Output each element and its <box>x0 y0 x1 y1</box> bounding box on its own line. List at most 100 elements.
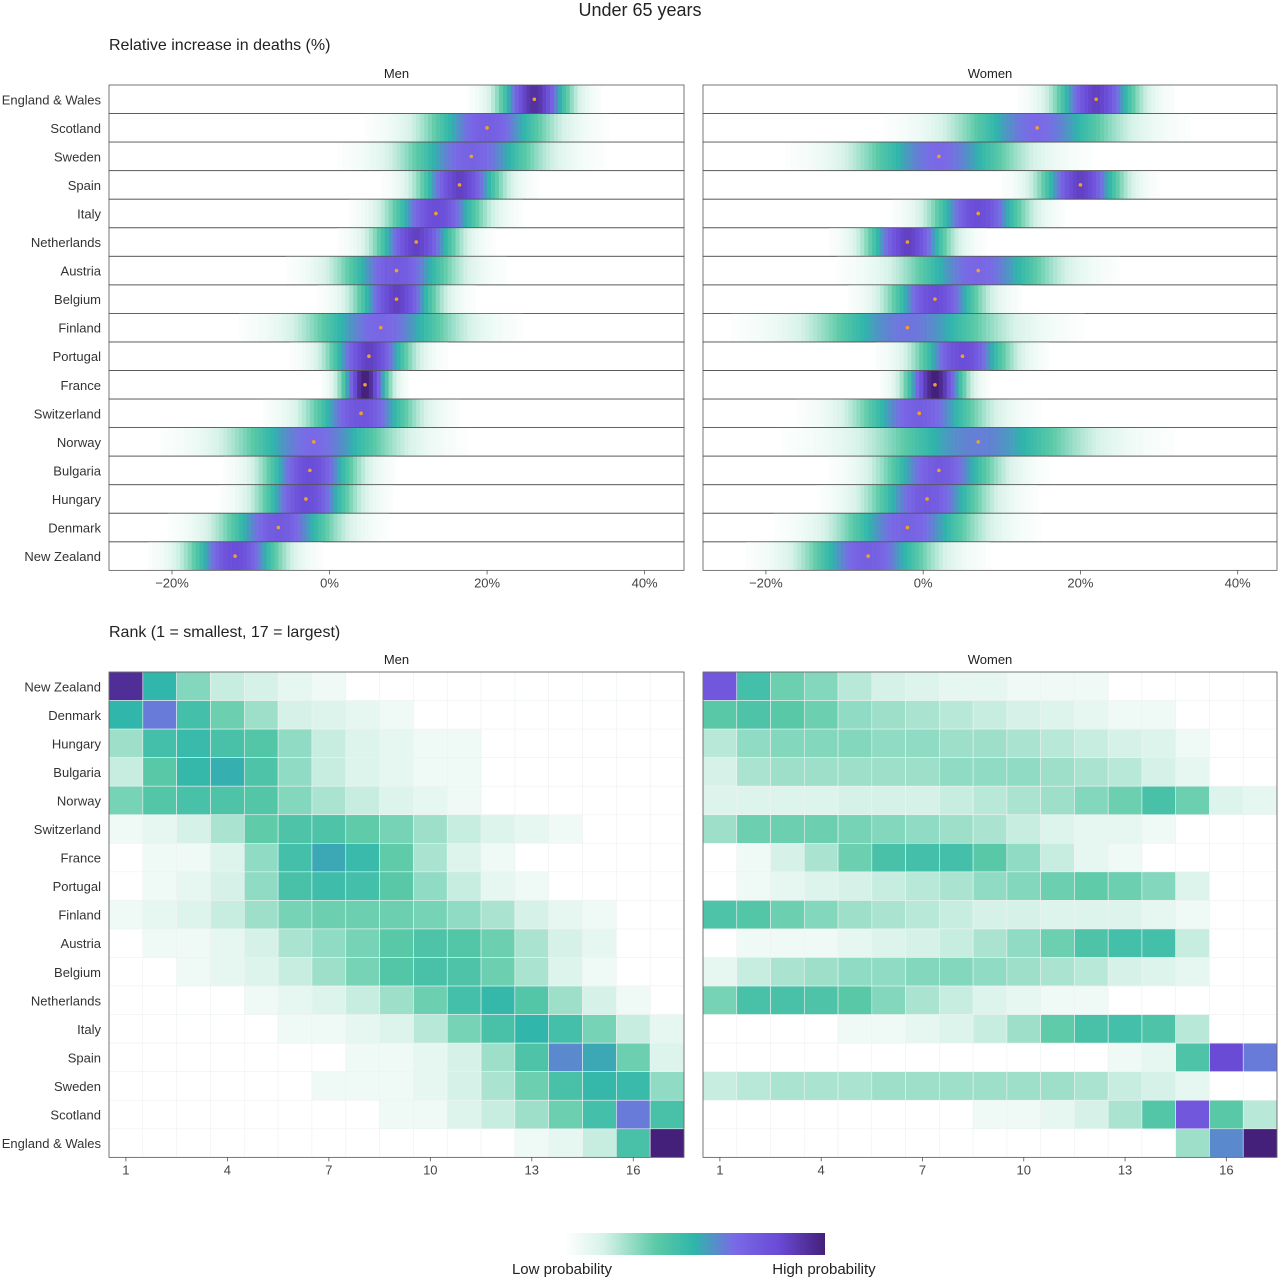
density-cell <box>424 399 429 428</box>
density-cell <box>447 142 452 171</box>
density-cell <box>1037 170 1042 200</box>
rank-cell <box>770 842 805 873</box>
rank-cell <box>345 900 380 930</box>
density-cell <box>879 313 885 342</box>
density-cell <box>392 256 397 285</box>
rank-cell <box>905 814 940 844</box>
rank-cell <box>1175 757 1210 787</box>
density-cell <box>1033 399 1038 428</box>
density-cell <box>266 399 271 428</box>
density-cell <box>1045 313 1050 342</box>
density-cell <box>986 456 991 485</box>
density-cell <box>463 284 468 314</box>
density-cell <box>376 284 382 314</box>
row-label: Scotland <box>50 121 101 136</box>
rank-cell <box>413 728 448 758</box>
density-cell <box>1119 427 1124 457</box>
rank-cell <box>142 928 177 958</box>
density-cell <box>974 370 979 400</box>
rank-cell <box>837 928 873 958</box>
rank-cell <box>582 757 617 787</box>
density-cell <box>1139 113 1144 143</box>
density-cell <box>1056 113 1062 143</box>
density-cell <box>416 284 421 314</box>
density-cell <box>376 227 382 257</box>
density-cell <box>938 199 944 228</box>
density-cell <box>1115 256 1121 285</box>
density-cell <box>875 227 881 257</box>
estimate-point <box>469 154 474 159</box>
density-cell <box>978 399 983 428</box>
density-cell <box>439 284 445 314</box>
density-cell <box>266 427 271 457</box>
rank-row-portugal: Portugal <box>53 871 685 901</box>
density-cell <box>361 284 366 314</box>
density-cell <box>1100 85 1105 114</box>
density-cell <box>1005 113 1010 143</box>
density-cell <box>361 199 366 228</box>
density-cell <box>875 456 881 485</box>
rank-cell <box>548 728 583 758</box>
density-cell <box>400 399 405 428</box>
density-cell <box>443 199 448 228</box>
density-cell <box>982 256 987 285</box>
density-cell <box>491 113 496 143</box>
density-cell <box>491 170 496 200</box>
density-cell <box>970 370 975 400</box>
density-cell <box>392 313 397 342</box>
density-cell <box>231 513 236 542</box>
rank-cell <box>905 1099 940 1130</box>
strip-row-scotland: Scotland <box>50 113 685 143</box>
density-cell <box>361 313 366 342</box>
density-cell <box>962 142 967 171</box>
rank-cell <box>1074 1042 1109 1073</box>
density-cell <box>298 399 303 428</box>
density-cell <box>179 541 185 571</box>
rank-cell <box>1242 871 1278 901</box>
rank-cell <box>972 871 1008 901</box>
rank-cell <box>1141 1071 1176 1101</box>
density-cell <box>380 484 385 514</box>
density-cell <box>801 427 806 457</box>
density-cell <box>408 142 413 171</box>
density-cell <box>1021 256 1026 285</box>
density-cell <box>978 513 983 542</box>
density-cell <box>801 142 806 171</box>
density-cell <box>298 313 303 342</box>
density-cell <box>1021 199 1026 228</box>
density-cell <box>487 256 492 285</box>
density-cell <box>990 399 995 428</box>
density-cell <box>357 456 362 485</box>
density-cell <box>463 113 468 143</box>
density-cell <box>353 313 358 342</box>
rank-cell <box>939 928 974 958</box>
density-cell <box>376 427 382 457</box>
density-cell <box>172 513 177 542</box>
estimate-point <box>960 354 965 359</box>
density-cell <box>262 456 267 485</box>
density-cell <box>1123 427 1128 457</box>
density-cell <box>872 399 877 428</box>
rank-cell <box>1141 757 1176 787</box>
density-cell <box>400 427 405 457</box>
density-cell <box>844 256 849 285</box>
rank-cell <box>514 1099 550 1130</box>
density-cell <box>931 142 936 171</box>
panel-label: Women <box>968 66 1013 81</box>
density-cell <box>848 313 853 342</box>
density-cell <box>400 370 405 400</box>
density-cell <box>424 227 429 257</box>
density-cell <box>443 284 448 314</box>
rank-cell <box>1006 842 1041 873</box>
rank-cell <box>1242 671 1278 701</box>
density-cell <box>1174 113 1180 143</box>
density-cell <box>483 256 488 285</box>
density-cell <box>349 341 354 371</box>
density-cell <box>471 170 476 200</box>
density-cell <box>879 341 885 371</box>
rank-cell <box>514 1128 550 1158</box>
density-cell <box>1029 256 1034 285</box>
rank-cell <box>1175 957 1210 987</box>
density-cell <box>168 541 173 571</box>
density-cell <box>487 85 492 114</box>
